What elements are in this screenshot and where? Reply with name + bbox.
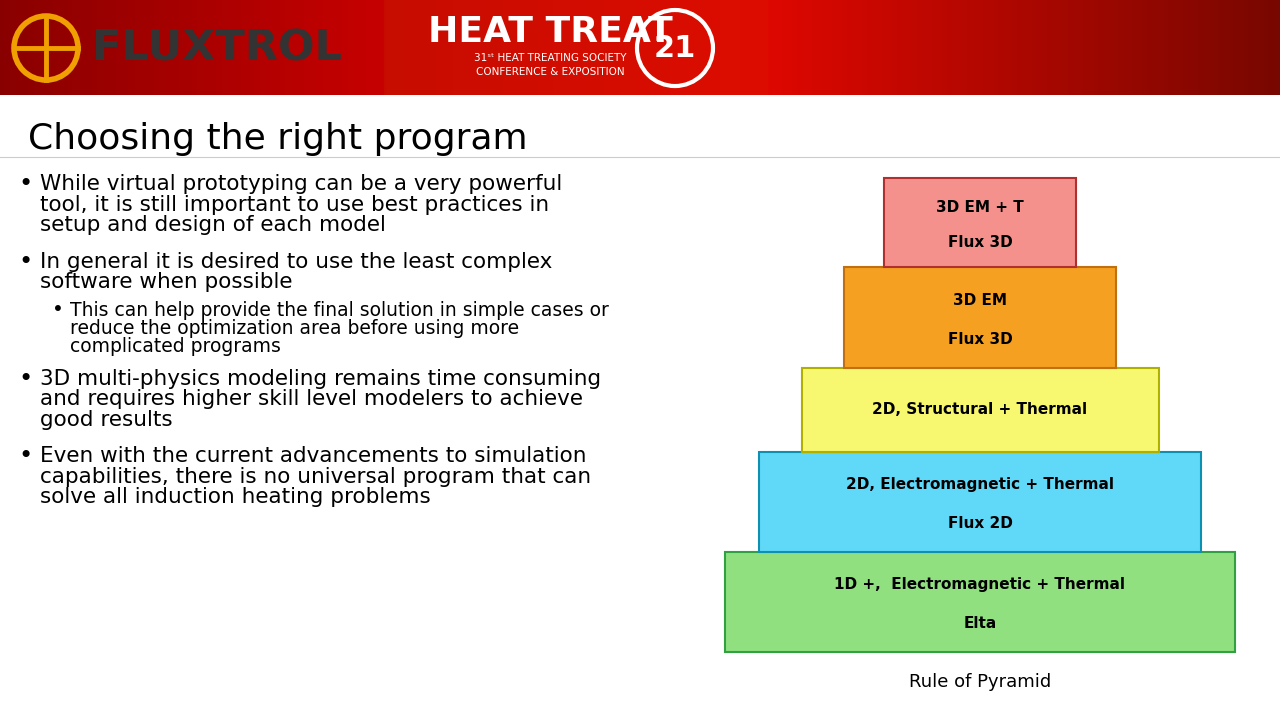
Text: Rule of Pyramid: Rule of Pyramid xyxy=(909,673,1051,691)
Text: •: • xyxy=(18,250,32,274)
Bar xyxy=(844,267,1116,368)
Text: 31ˢᵗ HEAT TREATING SOCIETY
CONFERENCE & EXPOSITION: 31ˢᵗ HEAT TREATING SOCIETY CONFERENCE & … xyxy=(474,53,626,76)
Text: •: • xyxy=(18,172,32,196)
Text: Flux 2D: Flux 2D xyxy=(947,516,1012,531)
Text: tool, it is still important to use best practices in: tool, it is still important to use best … xyxy=(40,194,549,215)
Text: Choosing the right program: Choosing the right program xyxy=(28,122,527,156)
Text: complicated programs: complicated programs xyxy=(70,336,280,356)
Text: FLUXTROL: FLUXTROL xyxy=(92,27,342,69)
Text: capabilities, there is no universal program that can: capabilities, there is no universal prog… xyxy=(40,467,591,487)
Text: software when possible: software when possible xyxy=(40,272,293,292)
Text: reduce the optimization area before using more: reduce the optimization area before usin… xyxy=(70,318,520,338)
Text: setup and design of each model: setup and design of each model xyxy=(40,215,385,235)
Text: 2D, Electromagnetic + Thermal: 2D, Electromagnetic + Thermal xyxy=(846,477,1114,492)
Bar xyxy=(884,178,1075,267)
Text: •: • xyxy=(18,366,32,390)
Text: 3D EM: 3D EM xyxy=(954,293,1007,308)
Text: Flux 3D: Flux 3D xyxy=(947,235,1012,250)
Text: This can help provide the final solution in simple cases or: This can help provide the final solution… xyxy=(70,300,609,320)
Text: good results: good results xyxy=(40,410,173,430)
Text: solve all induction heating problems: solve all induction heating problems xyxy=(40,487,431,507)
Text: Flux 3D: Flux 3D xyxy=(947,332,1012,347)
Text: 2D, Structural + Thermal: 2D, Structural + Thermal xyxy=(873,402,1088,417)
Text: In general it is desired to use the least complex: In general it is desired to use the leas… xyxy=(40,251,553,271)
Bar xyxy=(801,368,1158,451)
Text: 3D EM + T: 3D EM + T xyxy=(936,200,1024,215)
Text: 3D multi-physics modeling remains time consuming: 3D multi-physics modeling remains time c… xyxy=(40,369,602,389)
Bar xyxy=(724,552,1235,652)
Text: Elta: Elta xyxy=(964,616,997,631)
Text: HEAT TREAT: HEAT TREAT xyxy=(428,15,672,49)
Text: •: • xyxy=(52,300,64,318)
Text: 21: 21 xyxy=(654,34,696,63)
Text: and requires higher skill level modelers to achieve: and requires higher skill level modelers… xyxy=(40,389,582,409)
Text: While virtual prototyping can be a very powerful: While virtual prototyping can be a very … xyxy=(40,174,562,194)
Text: 1D +,  Electromagnetic + Thermal: 1D +, Electromagnetic + Thermal xyxy=(835,577,1125,593)
Bar xyxy=(759,451,1201,552)
Text: Even with the current advancements to simulation: Even with the current advancements to si… xyxy=(40,446,586,466)
Text: •: • xyxy=(18,444,32,468)
